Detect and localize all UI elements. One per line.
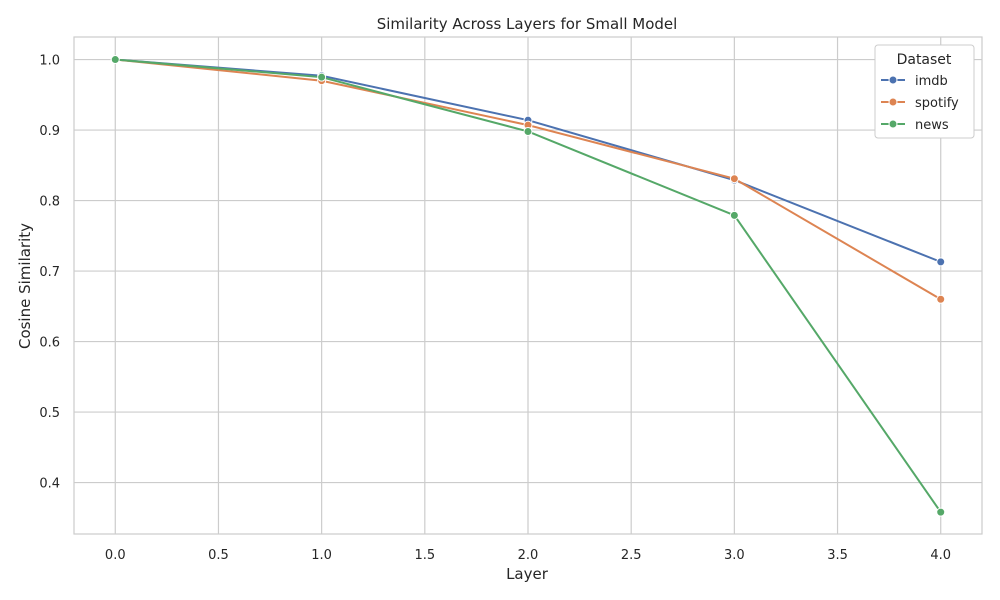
data-point-news (936, 507, 946, 517)
data-point-imdb (936, 257, 946, 267)
y-axis-ticks: 0.4 0.5 0.6 0.7 0.8 0.9 1.0 (39, 54, 60, 492)
x-axis-ticks: 0.0 0.5 1.0 1.5 2.0 2.5 3.0 3.5 4.0 (105, 548, 951, 563)
legend-swatch-marker (888, 97, 898, 107)
x-tick-label: 0.5 (208, 548, 229, 563)
legend-label: imdb (915, 74, 948, 89)
y-tick-label: 0.6 (39, 336, 60, 351)
x-tick-label: 1.5 (414, 548, 435, 563)
x-axis-label: Layer (506, 565, 549, 583)
legend-swatch-marker (888, 75, 898, 85)
data-point-spotify (729, 174, 739, 184)
legend-item-spotify: spotify (881, 96, 959, 111)
x-tick-label: 2.0 (518, 548, 539, 563)
x-tick-label: 3.0 (724, 548, 745, 563)
y-tick-label: 0.5 (39, 406, 60, 421)
y-tick-label: 0.4 (39, 477, 60, 492)
x-tick-label: 4.0 (930, 548, 951, 563)
legend-item-imdb: imdb (881, 74, 948, 89)
x-tick-label: 1.0 (311, 548, 332, 563)
legend-items: imdb spotify news (881, 74, 959, 133)
y-tick-label: 0.8 (39, 195, 60, 210)
data-point-news (729, 210, 739, 220)
data-point-news (317, 72, 327, 82)
chart-title: Similarity Across Layers for Small Model (377, 15, 678, 33)
legend-label: news (915, 118, 949, 133)
legend: Dataset imdb spotify news (874, 44, 975, 139)
x-tick-label: 3.5 (827, 548, 848, 563)
data-point-news (523, 126, 533, 136)
y-tick-label: 1.0 (39, 54, 60, 69)
legend-item-news: news (881, 118, 949, 133)
y-tick-label: 0.7 (39, 265, 60, 280)
x-tick-label: 0.0 (105, 548, 126, 563)
grid (74, 37, 982, 534)
legend-title: Dataset (897, 52, 952, 68)
y-axis-label: Cosine Similarity (16, 223, 34, 349)
data-point-spotify (936, 294, 946, 304)
series-news (110, 55, 946, 517)
x-tick-label: 2.5 (621, 548, 642, 563)
plot-frame (73, 36, 983, 535)
legend-swatch-marker (888, 119, 898, 129)
data-point-news (110, 55, 120, 65)
legend-label: spotify (915, 96, 959, 111)
y-tick-label: 0.9 (39, 124, 60, 139)
series (110, 55, 946, 517)
legend-box (874, 44, 975, 139)
